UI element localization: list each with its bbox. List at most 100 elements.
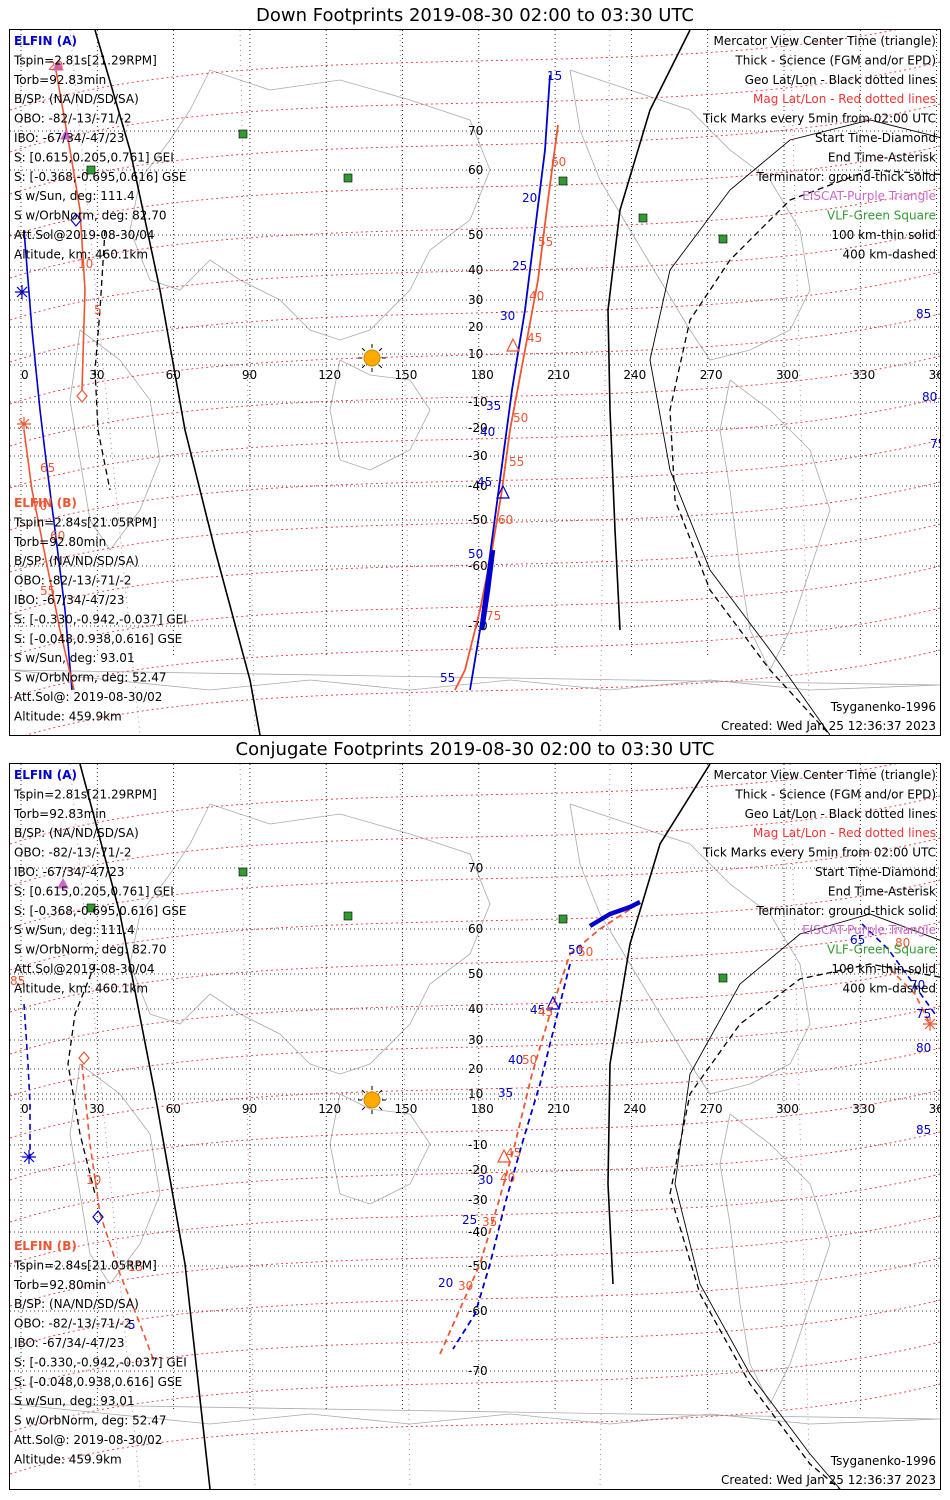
lon-tick-label: 240	[623, 368, 646, 382]
legend-entry: 100 km-thin solid	[831, 962, 936, 976]
lon-tick-label: 360	[929, 1102, 941, 1116]
lat-tick-label: -20	[468, 1163, 488, 1177]
mag-parallel	[10, 963, 940, 1055]
lon-tick-label: 270	[700, 1102, 723, 1116]
legend-entry: Tick Marks every 5min from 02:00 UTC	[702, 112, 936, 126]
mag-parallel	[10, 439, 940, 531]
square-icon	[343, 911, 353, 921]
diamond-icon	[70, 213, 82, 227]
lon-tick-label: 90	[242, 368, 257, 382]
lon-tick-label: 0	[21, 1102, 29, 1116]
lat-tick-label: -60	[468, 559, 488, 573]
terminator-100km	[649, 119, 940, 735]
lon-tick-label: 330	[852, 368, 875, 382]
square-icon	[558, 176, 568, 186]
legend-entry: VLF-Green Square	[827, 209, 936, 223]
lon-tick-label: 300	[776, 1102, 799, 1116]
lat-tick-label: 60	[468, 163, 483, 177]
elfin-b-minute-label: 70	[32, 499, 47, 513]
mag-parallel	[10, 1215, 940, 1307]
mag-parallel	[10, 1299, 940, 1391]
elfin-a-label: ELFIN (A)	[14, 34, 77, 48]
mag-parallel	[10, 30, 897, 111]
elfin-a-minute-label: 80	[922, 390, 937, 404]
elfin-b-minute-label: 60	[50, 529, 65, 543]
square-icon	[238, 867, 248, 877]
mag-parallel	[10, 837, 940, 929]
mag-meridian	[399, 764, 411, 1489]
lon-tick-label: 120	[318, 368, 341, 382]
elfin-a-minute-label: 35	[498, 1086, 513, 1100]
mag-parallel	[10, 1131, 940, 1223]
terminator-ground	[607, 30, 691, 631]
elfin-b-info-line: Altitude: 459.9km	[14, 709, 122, 723]
mag-parallel	[10, 1089, 940, 1181]
elfin-a-minute-label: 75	[930, 437, 941, 451]
triangle-icon	[52, 59, 64, 71]
lon-tick-label: 150	[395, 1102, 418, 1116]
elfin-b-minute-label: 45	[538, 1005, 553, 1019]
lon-tick-label: 330	[852, 1102, 875, 1116]
elfin-b-info-line: Tspin=2.84s[21.05RPM]	[13, 515, 157, 529]
asterisk-icon	[923, 1017, 937, 1031]
square-icon	[638, 213, 648, 223]
sun-ray	[361, 1089, 366, 1094]
legend-entry: 100 km-thin solid	[831, 228, 936, 242]
elfin-a-minute-label: 45	[477, 475, 492, 489]
elfin-b-track	[23, 429, 75, 691]
elfin-a-minute-label: 80	[916, 1041, 931, 1055]
sun-ray	[361, 1106, 366, 1111]
elfin-a-science-segment	[588, 899, 642, 928]
lon-tick-label: 0	[21, 368, 29, 382]
asterisk-icon	[17, 417, 31, 431]
lat-tick-label: 20	[468, 320, 483, 334]
elfin-a-minute-label: 30	[478, 1173, 493, 1187]
triangle-icon	[497, 1148, 511, 1163]
square-icon	[238, 129, 248, 139]
elfin-b-minute-label: 20	[48, 59, 63, 73]
mag-parallel	[10, 921, 940, 1013]
elfin-a-minute-label: 50	[468, 547, 483, 561]
lon-tick-label: 210	[547, 368, 570, 382]
lat-tick-label: 70	[468, 124, 483, 138]
elfin-a-minute-label: 45	[530, 1003, 545, 1017]
elfin-b-info-line: Att.Sol@: 2019-08-30/02	[14, 690, 162, 704]
diamond-icon	[78, 1051, 90, 1065]
down-footprints-map: 0 30 60 90 120 150 180 210 240 270 300 330 360 70 60 50…	[9, 29, 941, 736]
landmass-outline-5	[10, 669, 940, 691]
elfin-a-minute-label: 20	[438, 1276, 453, 1290]
lat-tick-label: -50	[468, 513, 488, 527]
legend-entry: Geo Lat/Lon - Black dotted lines	[745, 807, 936, 821]
lat-tick-label: -40	[468, 1225, 488, 1239]
elfin-a-minute-label: 65	[850, 933, 865, 947]
elfin-b-minute-label: 60	[551, 155, 566, 169]
elfin-a-info-line: Tspin=2.81s[21.29RPM]	[13, 787, 157, 801]
elfin-b-track	[454, 124, 559, 691]
sun-ray	[361, 364, 366, 369]
landmass-outline-0	[129, 69, 491, 341]
elfin-a-minute-label: 25	[512, 259, 527, 273]
elfin-b-minute-label: 55	[538, 235, 553, 249]
legend-entry: VLF-Green Square	[827, 943, 936, 957]
elfin-b-minute-label: 10	[78, 257, 93, 271]
elfin-b-minute-label: 40	[500, 1171, 515, 1185]
mag-parallel	[10, 187, 940, 279]
landmass-outline-3	[569, 803, 811, 1095]
sun-icon	[363, 1091, 381, 1109]
elfin-a-info-line: S w/Sun, deg: 111.4	[14, 923, 135, 937]
lon-tick-label: 30	[89, 1102, 104, 1116]
square-icon	[86, 165, 96, 175]
legend-entry: End Time-Asterisk	[828, 150, 936, 164]
legend-entry: Start Time-Diamond	[815, 865, 936, 879]
lon-tick-label: 240	[623, 1102, 646, 1116]
triangle-icon	[60, 128, 72, 140]
mag-parallel	[10, 145, 940, 237]
lon-tick-label: 300	[776, 368, 799, 382]
elfin-b-info-line: Torb=92.80min	[13, 1278, 106, 1292]
triangle-icon	[546, 995, 560, 1010]
elfin-a-minute-label: 55	[440, 671, 455, 685]
lat-tick-label: -20	[468, 421, 488, 435]
lat-tick-label: 30	[468, 293, 483, 307]
elfin-b-minute-label: 40	[529, 289, 544, 303]
elfin-b-minute-label: 45	[527, 331, 542, 345]
